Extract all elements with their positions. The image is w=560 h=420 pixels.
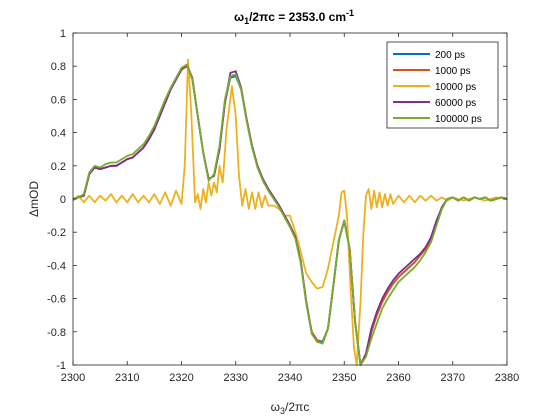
x-tick-label: 2310 [115,372,139,384]
y-tick-label: 0.8 [51,61,66,73]
legend-label: 100000 ps [435,114,482,125]
y-tick-label: -0.8 [47,327,66,339]
legend-label: 1000 ps [435,66,471,77]
x-axis-label: ω3/2πc [271,400,310,416]
y-tick-label: 0 [60,194,66,206]
x-tick-label: 2340 [278,372,302,384]
x-tick-label: 2380 [495,372,519,384]
xlabel-omega: ω [271,400,280,414]
x-tick-label: 2330 [224,372,248,384]
y-tick-label: 0.6 [51,94,66,106]
series-layer [73,58,507,366]
legend-label: 200 ps [435,50,465,61]
xlabel-sub: 3 [280,406,285,416]
x-tick-label: 2300 [61,372,85,384]
title-main: /2πc = 2353.0 cm [249,10,346,24]
title-sup: -1 [346,8,354,18]
legend-label: 10000 ps [435,82,476,93]
legend-label: 60000 ps [435,98,476,109]
chart-title: ω1/2πc = 2353.0 cm-1 [234,8,354,26]
y-tick-label: -0.4 [47,260,66,272]
title-sub: 1 [244,16,249,26]
y-tick-label: 1 [60,28,66,40]
title-omega: ω [234,10,244,24]
y-tick-label: -1 [56,360,66,372]
y-tick-label: 0.4 [51,128,66,140]
x-tick-label: 2360 [386,372,410,384]
y-tick-label: 0.2 [51,161,66,173]
y-axis-label: ΔmOD [27,181,41,217]
xlabel-rest: /2πc [285,400,309,414]
x-tick-label: 2320 [169,372,193,384]
series-line-2 [73,58,507,366]
legend: 200 ps 1000 ps 10000 ps 60000 ps 100000 ps [386,41,499,129]
y-tick-label: -0.6 [47,294,66,306]
x-tick-label: 2370 [441,372,465,384]
y-tick-label: -0.2 [47,227,66,239]
series-line-4 [73,63,507,366]
x-axis: 2300 2310 2320 2330 2340 2350 2360 2370 2380 [61,33,519,384]
x-tick-label: 2350 [332,372,356,384]
y-axis: -1 -0.8 -0.6 -0.4 -0.2 0 0.2 0.4 0.6 0.8 1 [47,28,507,372]
